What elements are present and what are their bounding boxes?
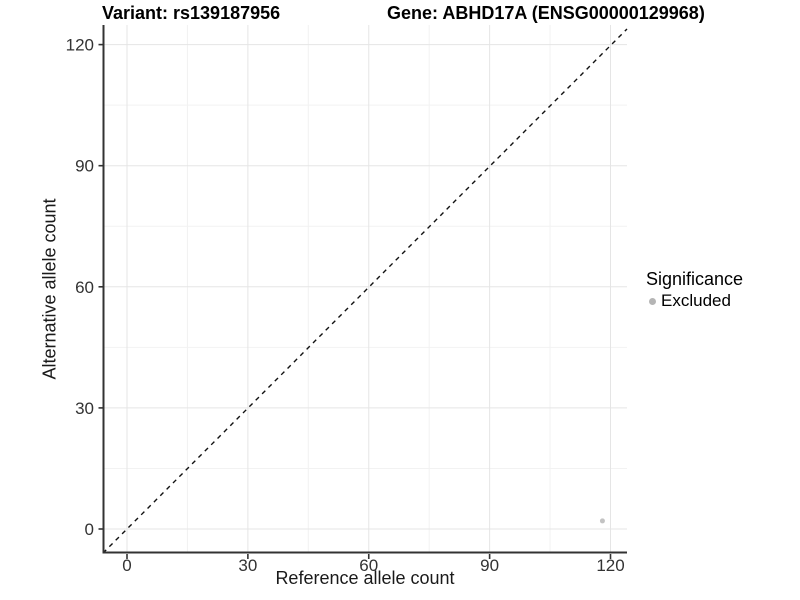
identity-line: [102, 28, 628, 554]
y-tick-label: 60: [75, 278, 94, 297]
x-tick-label: 30: [238, 556, 257, 575]
y-axis-title: Alternative allele count: [39, 198, 60, 380]
x-axis-title: Reference allele count: [275, 568, 455, 588]
legend-point-icon: [649, 297, 656, 305]
x-tick-label: 0: [122, 556, 131, 575]
y-tick-label: 120: [66, 36, 94, 55]
legend: Significance Excluded: [646, 269, 743, 311]
legend-title: Significance: [646, 269, 744, 289]
y-tick-label: 90: [75, 157, 94, 176]
data-point: [599, 518, 605, 524]
plot-title-gene: Gene: ABHD17A (ENSG00000129968): [387, 3, 705, 23]
legend-item-excluded: Excluded: [649, 291, 743, 311]
x-tick-label: 90: [480, 556, 499, 575]
x-tick-label: 120: [596, 556, 624, 575]
y-tick-label: 30: [75, 399, 94, 418]
legend-item-label: Excluded: [661, 291, 731, 310]
y-tick-label: 0: [85, 520, 94, 539]
plot-title-variant: Variant: rs139187956: [102, 3, 281, 23]
x-tick-label: 60: [359, 556, 378, 575]
